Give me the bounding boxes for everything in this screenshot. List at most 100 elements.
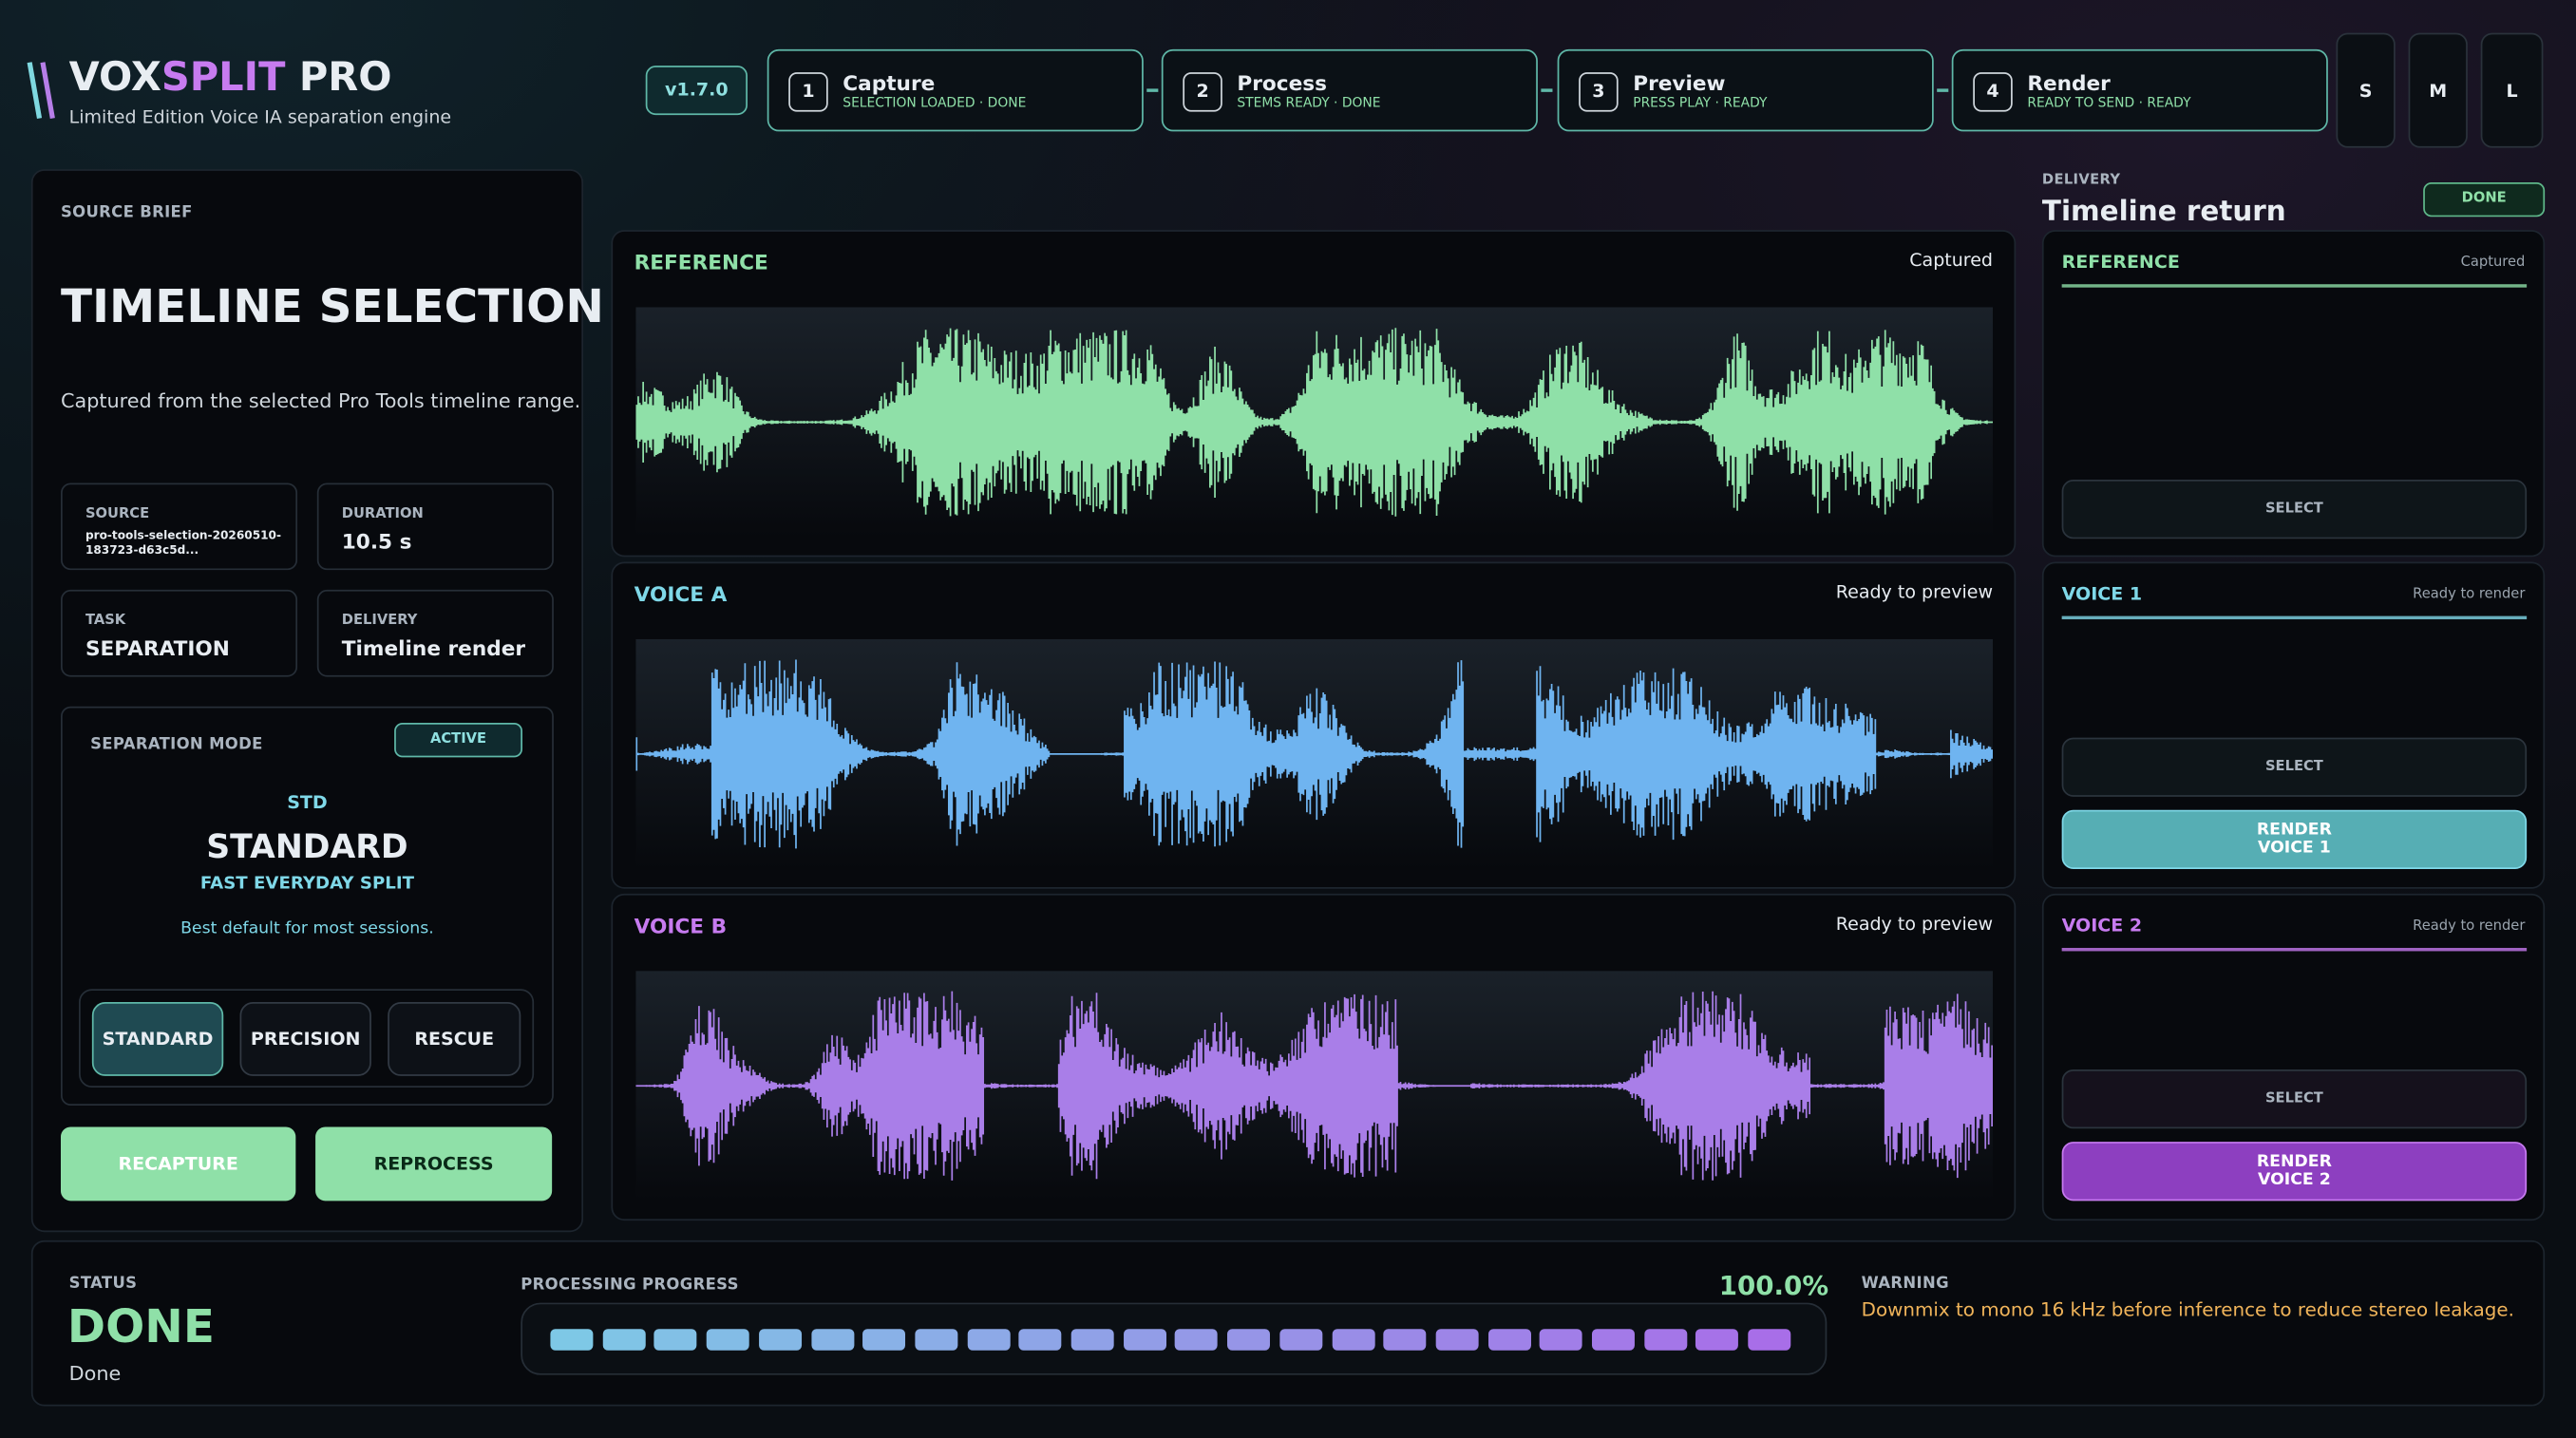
brand-split: SPLIT [161,54,286,101]
track-card: VOICE 1 Ready to render SELECT RENDER VOICE… [2041,561,2546,889]
progress-segment [1591,1329,1635,1351]
field-label: TASK [85,613,126,630]
field-value: Timeline render [341,635,526,661]
step-title: Capture [843,70,936,96]
mode-hint: Best default for most sessions. [180,919,434,938]
progress-segment [1070,1329,1114,1351]
progress-track [521,1302,1828,1375]
step-card[interactable]: 3 Preview PRESS PLAY · READY [1557,48,1934,132]
track-status: Captured [2460,255,2526,272]
panel-label: SOURCE BRIEF [60,203,193,222]
source-title: TIMELINE SELECTION [60,279,604,334]
waveform-panel: VOICE A Ready to preview [611,561,2017,889]
field-card: SOURCE pro-tools-selection-20260510-18372… [60,482,298,571]
status-label: STATUS [68,1275,138,1294]
progress-segment [550,1329,594,1351]
render-button[interactable]: RENDER VOICE 1 [2061,809,2528,869]
step-connector [1937,88,1949,92]
track-rule [2061,284,2528,288]
delivery-title: Timeline return [2041,195,2286,229]
progress-segment [706,1329,749,1351]
progress-label: PROCESSING PROGRESS [521,1276,739,1295]
progress-segment [1331,1329,1374,1351]
track-status: Ready to render [2413,586,2526,603]
field-card: DURATION 10.5 s [316,482,554,571]
step-title: Process [1237,70,1327,96]
step-title: Preview [1633,70,1726,96]
tagline: Limited Edition Voice IA separation engi… [68,106,452,128]
reprocess-button[interactable]: REPROCESS [315,1126,553,1201]
delivery-label: DELIVERY [2041,172,2121,189]
recapture-button[interactable]: RECAPTURE [60,1126,296,1201]
mode-option[interactable]: RESCUE [388,1002,521,1076]
track-card: VOICE 2 Ready to render SELECT RENDER VOICE… [2041,893,2546,1221]
progress-segment [1383,1329,1427,1351]
track-status: Ready to render [2413,918,2526,936]
source-description: Captured from the selected Pro Tools tim… [60,388,581,413]
mode-option[interactable]: PRECISION [239,1002,371,1076]
select-button[interactable]: SELECT [2061,480,2528,539]
logo-mark [27,62,55,119]
progress-segment [1643,1329,1687,1351]
render-label: RENDER VOICE 2 [2256,1153,2332,1190]
step-number: 4 [1973,72,2013,112]
size-button[interactable]: M [2408,32,2468,148]
mode-subtitle: FAST EVERYDAY SPLIT [199,874,415,894]
field-label: DELIVERY [341,613,418,630]
field-value: SEPARATION [85,635,230,661]
progress-segment [1123,1329,1166,1351]
mode-options [79,989,535,1088]
size-button[interactable]: L [2480,32,2544,148]
progress-segment [915,1329,958,1351]
brand-vox: VOX [68,54,161,101]
waveform-status: Captured [1909,249,1994,272]
size-button[interactable]: S [2336,32,2396,148]
done-badge: DONE [2423,181,2546,218]
waveform [635,971,1994,1201]
waveform-status: Ready to preview [1835,913,1994,936]
waveform-title: REFERENCE [634,249,768,274]
progress-segment [1175,1329,1219,1351]
waveform [635,307,1994,538]
status-value: DONE [66,1299,215,1354]
brand: VOXSPLIT PRO [69,54,392,100]
step-connector [1146,88,1159,92]
select-button[interactable]: SELECT [2061,737,2528,797]
render-label: RENDER VOICE 1 [2256,821,2332,858]
progress-segment [654,1329,698,1351]
field-card: TASK SEPARATION [60,589,298,677]
field-value: 10.5 s [341,528,412,554]
progress-segment [1540,1329,1583,1351]
mode-option[interactable]: STANDARD [91,1002,224,1076]
track-title: VOICE 1 [2061,583,2143,605]
progress-segment [1018,1329,1062,1351]
step-number: 1 [788,72,828,112]
version-badge: v1.7.0 [645,66,748,116]
progress-segment [1748,1329,1791,1351]
track-rule [2061,947,2528,952]
select-button[interactable]: SELECT [2061,1069,2528,1129]
step-connector [1541,88,1553,92]
step-card[interactable]: 2 Process STEMS READY · DONE [1161,48,1538,132]
render-button[interactable]: RENDER VOICE 2 [2061,1142,2528,1201]
progress-segment [862,1329,906,1351]
field-label: SOURCE [85,505,150,523]
step-title: Render [2027,70,2111,96]
waveform [635,638,1994,869]
warning-text: Downmix to mono 16 kHz before inference … [1861,1297,2514,1321]
step-card[interactable]: 4 Render READY TO SEND · READY [1951,48,2328,132]
track-rule [2061,615,2528,620]
progress-segment [1487,1329,1531,1351]
track-card: REFERENCE Captured SELECT [2041,230,2546,558]
warning-label: WARNING [1861,1275,1949,1294]
field-label: DURATION [341,505,424,523]
progress-value: 100.0% [1718,1269,1829,1301]
progress-segment [602,1329,646,1351]
step-number: 3 [1579,72,1619,112]
status-detail: Done [68,1361,122,1386]
step-card[interactable]: 1 Capture SELECTION LOADED · DONE [767,48,1144,132]
progress-segment [1695,1329,1739,1351]
progress-segment [1227,1329,1271,1351]
